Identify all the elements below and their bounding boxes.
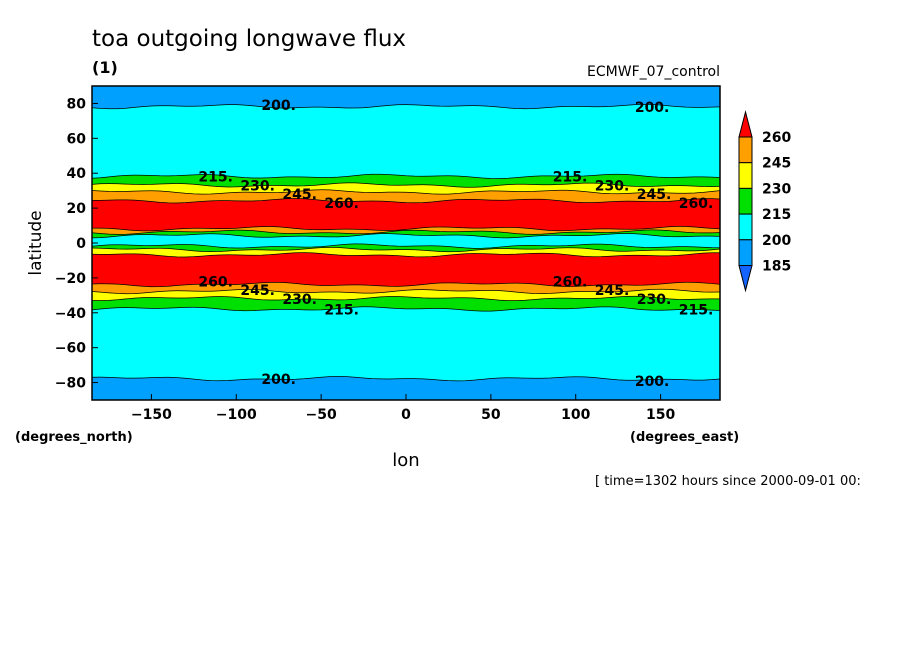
colorbar-label: 260 [762,130,791,146]
contour-band [92,183,720,195]
colorbar-arrow-up [738,110,753,138]
contour-label: 200. [261,98,296,114]
plot-area: 200. 200. 215. 230. 245. 260. 215. 230. 245. 260.… [91,85,721,401]
contour-label: 230. [240,178,275,194]
contour-label: 260. [198,274,233,290]
contour-label: 200. [635,100,670,116]
y-tick-label: 20 [67,201,87,217]
colorbar-segment [738,162,753,189]
colorbar-label: 245 [762,156,791,172]
x-axis: −150 −100 −50 0 50 100 150 [131,394,675,423]
contour-band [92,233,720,249]
contour-label: 245. [240,283,275,299]
x-tick-label: 0 [401,407,411,423]
colorbar-label: 230 [762,181,791,197]
contour-band [92,296,720,312]
contour-label: 260. [679,196,714,212]
colorbar-segment [738,136,753,164]
contour-band [92,104,720,179]
y-tick-label: −40 [55,306,86,322]
colorbar-arrow-down [738,265,753,293]
y-tick-label: −20 [55,271,86,287]
contour-label: 260. [324,196,359,212]
contour-label: 200. [635,374,670,390]
y-tick-label: 40 [67,166,87,182]
colorbar-segment [738,239,753,267]
x-axis-label: lon [392,450,419,471]
dataset-label: ECMWF_07_control [587,64,720,80]
y-axis: −80 −60 −40 −20 0 20 40 60 80 [55,96,98,392]
contour-label: 230. [595,178,630,194]
y-tick-label: −60 [55,341,86,357]
contour-label: 230. [637,292,672,308]
chart-subtitle: (1) [92,58,118,77]
contour-label: 245. [282,187,317,203]
colorbar: 260 245 230 215 200 185 [738,110,791,293]
contour-label: 215. [324,302,359,318]
contour-band [92,282,720,295]
contour-band [92,252,720,288]
contour-label: 230. [282,292,317,308]
time-label: [ time=1302 hours since 2000-09-01 00: [595,474,861,489]
contour-band [92,86,720,110]
colorbar-label: 200 [762,233,791,249]
contour-band [92,198,720,232]
contour-label: 260. [553,274,588,290]
colorbar-label: 215 [762,207,791,223]
y-units-label: (degrees_north) [15,430,133,445]
y-tick-label: 80 [67,96,87,112]
y-tick-label: 60 [67,131,87,147]
y-tick-label: 0 [76,236,86,252]
x-tick-label: 100 [561,407,590,423]
x-tick-label: −50 [306,407,337,423]
contour-label: 200. [261,372,296,388]
y-tick-label: −80 [55,376,86,392]
contour-label: 245. [637,187,672,203]
contour-label: 215. [553,170,588,186]
colorbar-segment [738,187,753,215]
colorbar-label: 185 [762,259,791,275]
contour-label: 215. [198,170,233,186]
x-units-label: (degrees_east) [630,430,739,445]
x-tick-label: −150 [131,407,172,423]
x-tick-label: 150 [646,407,675,423]
colorbar-segment [738,213,753,241]
contour-label: 215. [679,302,714,318]
contour-band [92,190,720,204]
x-tick-label: 50 [481,407,501,423]
x-tick-label: −100 [216,407,257,423]
y-axis-label: latitude [26,210,46,275]
contour-band [92,307,720,382]
contour-band [92,376,720,400]
contour-label: 245. [595,283,630,299]
chart-title: toa outgoing longwave flux [92,26,406,52]
